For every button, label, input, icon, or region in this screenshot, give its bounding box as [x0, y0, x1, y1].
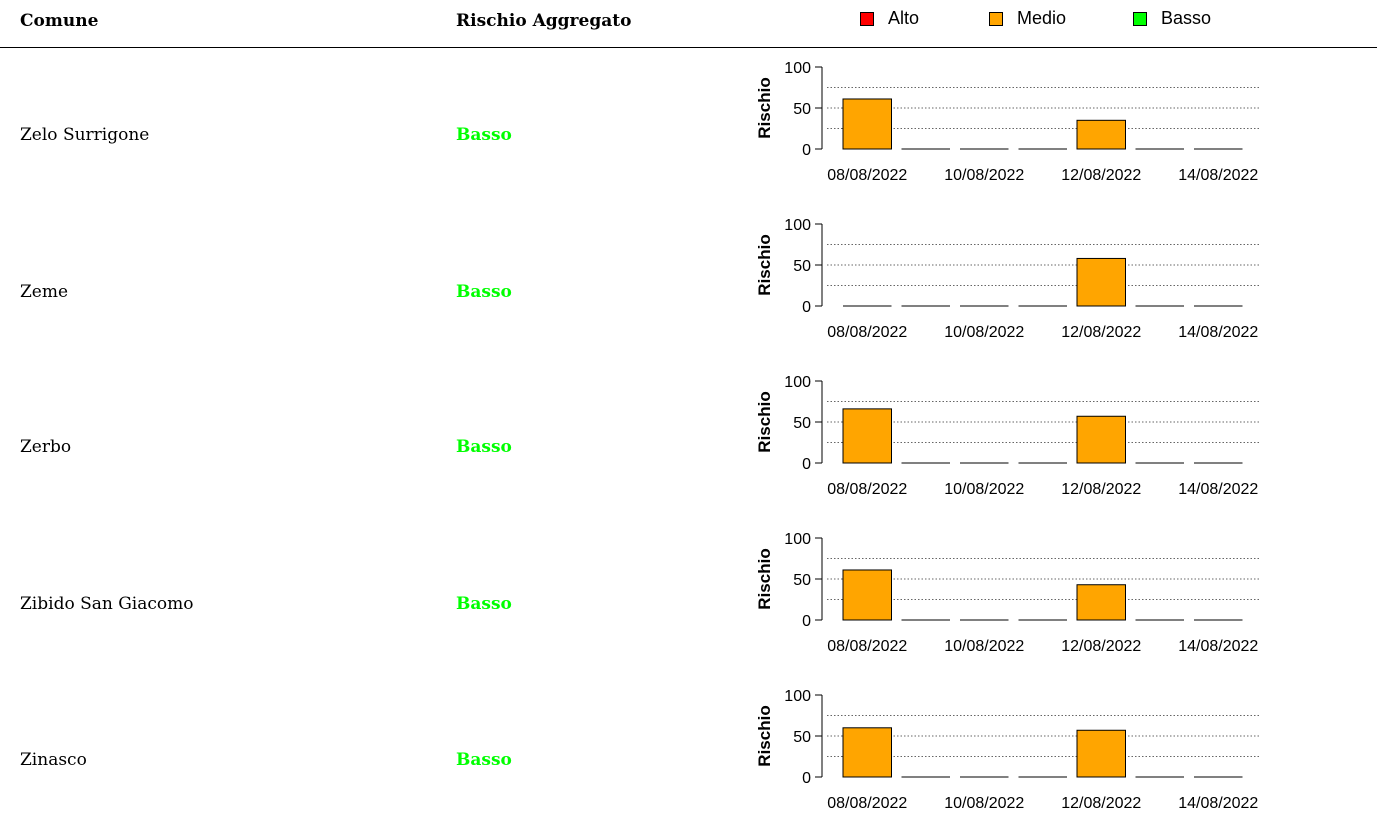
y-axis-label: Rischio	[755, 391, 774, 452]
x-tick-label: 12/08/2022	[1061, 795, 1141, 812]
legend-swatch-basso	[1133, 12, 1147, 26]
y-tick-label: 50	[793, 729, 811, 746]
x-tick-label: 08/08/2022	[827, 167, 907, 184]
bar-08/08/2022	[842, 408, 892, 464]
y-tick-label: 100	[784, 688, 811, 705]
y-tick-label: 50	[793, 101, 811, 118]
y-tick-label: 0	[802, 142, 811, 159]
bar-08/08/2022	[842, 569, 892, 621]
bar-12/08/2022	[1076, 415, 1126, 464]
bar-12/08/2022	[1076, 584, 1126, 621]
bar-12/08/2022	[1076, 119, 1126, 150]
x-tick-label: 10/08/2022	[944, 481, 1024, 498]
comune-name: Zeme	[20, 282, 69, 302]
x-tick-label: 14/08/2022	[1178, 638, 1258, 655]
x-tick-label: 12/08/2022	[1061, 638, 1141, 655]
comune-name: Zelo Surrigone	[20, 125, 150, 145]
y-axis-label: Rischio	[755, 548, 774, 609]
bar-08/08/2022	[842, 727, 892, 778]
x-tick-label: 14/08/2022	[1178, 167, 1258, 184]
y-tick-label: 0	[802, 456, 811, 473]
y-axis-label: Rischio	[755, 234, 774, 295]
x-tick-label: 08/08/2022	[827, 638, 907, 655]
x-tick-label: 14/08/2022	[1178, 795, 1258, 812]
table-row: Zibido San Giacomo Basso 0 50 100 Rischio 08…	[0, 526, 1377, 683]
y-tick-label: 0	[802, 299, 811, 316]
bar-12/08/2022	[1076, 257, 1126, 307]
x-tick-label: 14/08/2022	[1178, 481, 1258, 498]
rischio-aggregato-value: Basso	[456, 125, 512, 145]
risk-bar-chart: 0 50 100 Rischio 08/08/2022 10/08/2022 12/08/2…	[755, 60, 1259, 184]
legend-swatch-alto	[860, 12, 874, 26]
x-tick-label: 14/08/2022	[1178, 324, 1258, 341]
bar-08/08/2022	[842, 98, 892, 150]
y-tick-label: 100	[784, 531, 811, 548]
x-tick-label: 12/08/2022	[1061, 167, 1141, 184]
y-tick-label: 50	[793, 258, 811, 275]
legend-label-basso: Basso	[1161, 8, 1212, 28]
table-header: Comune Rischio Aggregato Alto Medio Bass…	[0, 0, 1377, 48]
y-tick-label: 0	[802, 613, 811, 630]
y-tick-label: 50	[793, 415, 811, 432]
y-axis-label: Rischio	[755, 77, 774, 138]
legend-swatch-medio	[989, 12, 1003, 26]
column-header-rischio-aggregato: Rischio Aggregato	[456, 11, 632, 31]
x-tick-label: 08/08/2022	[827, 324, 907, 341]
x-tick-label: 10/08/2022	[944, 795, 1024, 812]
x-tick-label: 10/08/2022	[944, 167, 1024, 184]
table-row: Zeme Basso 0 50 100 Rischio 08/08/2022 10/08/…	[0, 212, 1377, 369]
y-tick-label: 100	[784, 60, 811, 77]
x-tick-label: 10/08/2022	[944, 638, 1024, 655]
comune-name: Zerbo	[20, 437, 72, 457]
y-tick-label: 100	[784, 217, 811, 234]
y-tick-label: 0	[802, 770, 811, 787]
x-tick-label: 12/08/2022	[1061, 481, 1141, 498]
table-row: Zerbo Basso 0 50 100 Rischio 08/08/2022 10/08…	[0, 369, 1377, 526]
x-tick-label: 12/08/2022	[1061, 324, 1141, 341]
rischio-aggregato-value: Basso	[456, 437, 512, 457]
y-axis-label: Rischio	[755, 705, 774, 766]
risk-bar-chart: 0 50 100 Rischio 08/08/2022 10/08/2022 12/08/2…	[755, 531, 1259, 655]
comune-name: Zinasco	[20, 750, 87, 770]
risk-bar-chart: 0 50 100 Rischio 08/08/2022 10/08/2022 12/08/2…	[755, 688, 1259, 812]
x-tick-label: 08/08/2022	[827, 795, 907, 812]
table-row: Zinasco Basso 0 50 100 Rischio 08/08/2022 10/…	[0, 683, 1377, 840]
table-row: Zelo Surrigone Basso 0 50 100 Rischio 08/08/…	[0, 55, 1377, 212]
column-header-comune: Comune	[20, 11, 99, 31]
x-tick-label: 10/08/2022	[944, 324, 1024, 341]
rischio-aggregato-value: Basso	[456, 750, 512, 770]
risk-bar-chart: 0 50 100 Rischio 08/08/2022 10/08/2022 12/08/2…	[755, 217, 1259, 341]
bar-12/08/2022	[1076, 729, 1126, 778]
header-divider	[0, 47, 1377, 48]
rischio-aggregato-value: Basso	[456, 282, 512, 302]
legend-label-alto: Alto	[888, 8, 920, 28]
y-tick-label: 100	[784, 374, 811, 391]
risk-bar-chart: 0 50 100 Rischio 08/08/2022 10/08/2022 12/08/2…	[755, 374, 1259, 498]
x-tick-label: 08/08/2022	[827, 481, 907, 498]
rischio-aggregato-value: Basso	[456, 594, 512, 614]
y-tick-label: 50	[793, 572, 811, 589]
comune-name: Zibido San Giacomo	[20, 594, 194, 614]
legend-label-medio: Medio	[1017, 8, 1067, 28]
